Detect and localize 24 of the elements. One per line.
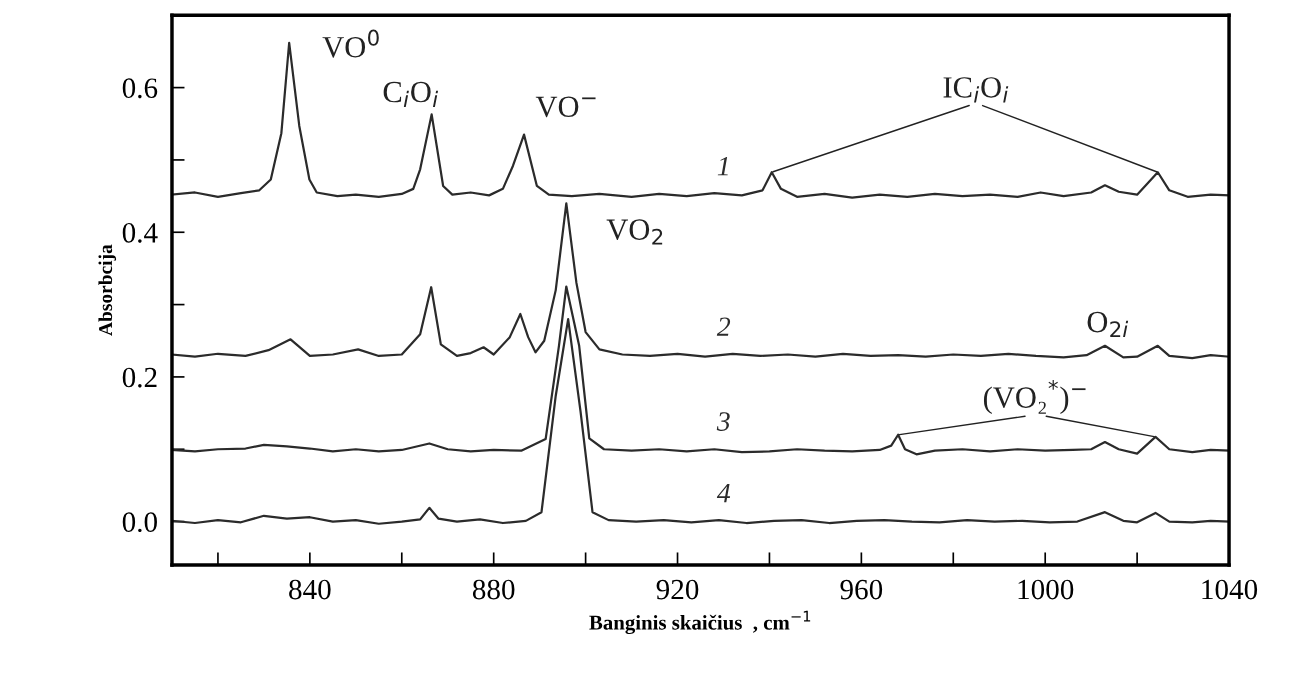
- y-tick-label: 0.0: [122, 512, 157, 533]
- annotation: C$_{i}$O$_{i}$: [383, 81, 439, 108]
- annotation: (VO₂$^{*}$)$^{−}$: [983, 380, 1086, 415]
- annotation: O$_{2i}$: [1087, 311, 1129, 338]
- line-series: [171, 202, 1230, 360]
- annotation: VO$^{0}$: [322, 29, 379, 58]
- series-label: 3: [716, 412, 730, 431]
- x-tick-label: 880: [472, 579, 515, 600]
- y-tick-label: 0.2: [122, 367, 157, 388]
- series-label: 4: [716, 483, 731, 503]
- x-axis-title: Banginis skaičius , cm$^{−1}$: [589, 610, 811, 635]
- y-axis-title: Absorbcija: [98, 244, 117, 336]
- x-tick-label: 920: [656, 579, 699, 600]
- series-label: 1: [717, 156, 728, 176]
- x-tick-label: 1040: [1202, 579, 1258, 600]
- y-tick-label: 0.4: [122, 222, 158, 243]
- annotation: VO$_{2}$: [606, 219, 663, 245]
- y-tick-label: 0.6: [122, 78, 158, 99]
- series-label: 2: [716, 317, 731, 336]
- x-tick-label: 1000: [1018, 579, 1074, 600]
- x-tick-label: 960: [840, 579, 883, 600]
- annotation: VO$^{−}$: [535, 96, 596, 118]
- x-tick-label: 840: [289, 579, 331, 600]
- annotation: IC$_{i}$O$_{i}$: [943, 77, 1009, 103]
